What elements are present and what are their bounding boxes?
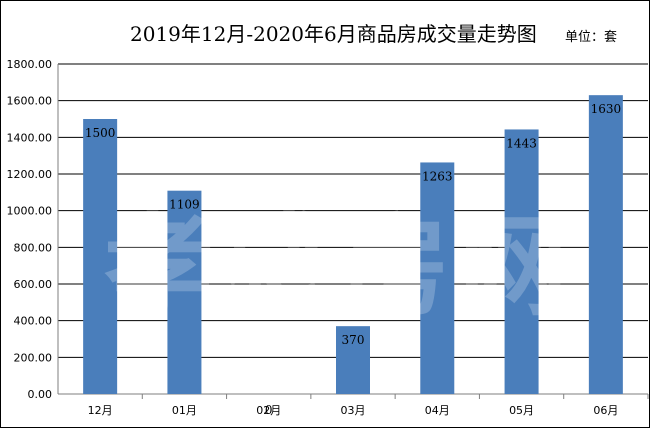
y-tick-label: 0.00 [28,388,53,401]
y-tick-label: 1400.00 [7,131,53,144]
y-tick-label: 600.00 [14,278,53,291]
x-tick-label: 02月 [256,404,281,417]
bar [167,190,202,394]
x-tick-label: 04月 [425,404,450,417]
x-tick-label: 06月 [593,404,618,417]
y-tick-label: 1600.00 [7,95,53,108]
unit-label: 单位：套 [565,30,618,45]
x-tick-label: 03月 [341,404,366,417]
data-label: 1263 [422,169,453,183]
bar [504,129,539,394]
bar [420,162,455,394]
watermark-text: 孝感房网 [104,203,576,331]
bar [83,119,118,394]
bar [336,326,370,394]
bar [588,95,623,395]
y-tick-label: 1000.00 [7,205,53,218]
x-tick-label: 12月 [88,404,113,417]
y-tick-label: 400.00 [14,315,53,328]
data-label: 0 [265,403,273,417]
y-tick-label: 800.00 [14,241,53,254]
data-label: 370 [342,333,365,347]
title-row: 2019年12月-2020年6月商品房成交量走势图 单位：套 [0,18,650,48]
data-label: 1443 [506,136,537,150]
y-tick-label: 1200.00 [7,168,53,181]
x-tick-label: 05月 [509,404,534,417]
data-label: 1500 [85,126,116,140]
y-tick-label: 200.00 [14,351,53,364]
y-tick-label: 1800.00 [7,58,53,71]
chart-title: 2019年12月-2020年6月商品房成交量走势图 [130,22,537,46]
x-tick-label: 01月 [172,404,197,417]
data-label: 1109 [169,198,200,212]
data-label: 1630 [591,102,622,116]
